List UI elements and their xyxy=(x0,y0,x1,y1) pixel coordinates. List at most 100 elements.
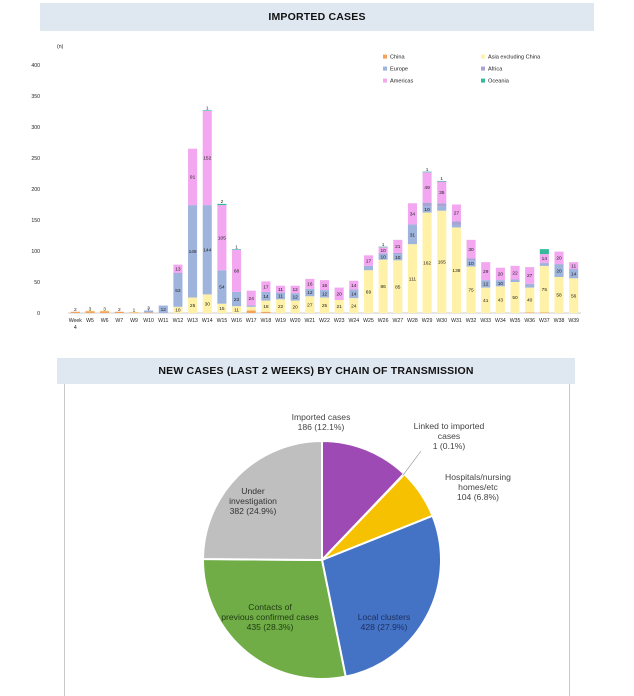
bar-segment xyxy=(100,310,110,312)
bar-segment xyxy=(539,262,549,264)
legend-swatch xyxy=(481,78,485,83)
x-tick-label: W20 xyxy=(290,318,301,324)
data-label: 29 xyxy=(483,269,489,275)
data-label: 14 xyxy=(351,283,357,289)
legend-swatch xyxy=(481,54,485,59)
data-label: 17 xyxy=(366,258,372,264)
bar-segment xyxy=(510,265,520,280)
legend-label: Europe xyxy=(390,67,408,73)
data-label: 10 xyxy=(424,207,430,213)
bar-segment xyxy=(539,312,549,313)
bar-segment xyxy=(246,310,256,313)
bar-segment xyxy=(393,239,403,253)
bar-segment xyxy=(261,311,271,313)
bar-segment xyxy=(451,221,461,225)
bar-segment xyxy=(173,273,183,307)
data-label: 165 xyxy=(438,260,446,266)
bar-segment xyxy=(407,224,417,245)
bar-segment xyxy=(349,298,359,313)
data-label: 54 xyxy=(219,285,225,291)
x-tick-label: W31 xyxy=(451,318,462,324)
data-label: 24 xyxy=(351,303,357,309)
bar-segment xyxy=(510,282,520,313)
bar-segment xyxy=(261,300,271,312)
data-label: 25 xyxy=(190,303,196,309)
bar-segment xyxy=(246,290,256,306)
data-label: 162 xyxy=(423,260,431,266)
data-label: 75 xyxy=(468,287,474,293)
bar-segment xyxy=(275,285,286,293)
x-tick-label: W36 xyxy=(524,318,535,324)
bar-segment xyxy=(275,292,286,300)
x-tick-label: W22 xyxy=(319,318,330,324)
data-label: 12 xyxy=(483,282,489,288)
bar-segment xyxy=(305,288,315,297)
bar-segment xyxy=(85,310,95,312)
bar-segment xyxy=(437,203,447,207)
bar-segment xyxy=(319,280,330,291)
data-label: 27 xyxy=(527,273,533,279)
data-label: 3 xyxy=(89,306,92,312)
legend-label: Oceania xyxy=(488,79,510,85)
bar-chart-title: IMPORTED CASES xyxy=(40,3,594,31)
data-label: 10 xyxy=(468,261,474,267)
data-label: 1 xyxy=(235,244,238,250)
x-tick-label: W11 xyxy=(158,318,168,324)
data-label: 21 xyxy=(395,244,401,250)
bar-segment xyxy=(232,306,242,313)
bar-segment xyxy=(261,281,271,292)
bar-segment xyxy=(539,249,549,255)
data-label: 12 xyxy=(293,287,299,293)
y-tick-label: 400 xyxy=(31,63,40,69)
x-tick-label: W27 xyxy=(392,318,403,324)
bar-segment xyxy=(129,312,139,313)
x-tick-label: W34 xyxy=(495,318,506,324)
bar-segment xyxy=(481,262,491,281)
data-label: 1 xyxy=(426,167,429,173)
bar-segment xyxy=(407,224,417,225)
bar-segment xyxy=(202,205,212,295)
x-tick-label: W21 xyxy=(305,318,316,324)
x-tick-label: W23 xyxy=(334,318,345,324)
bar-segment xyxy=(554,264,564,278)
x-tick-label: W28 xyxy=(407,318,418,324)
x-tick-label: W10 xyxy=(143,318,154,324)
bar-segment xyxy=(144,310,154,313)
bar-segment xyxy=(569,262,579,269)
x-tick-label: W15 xyxy=(217,318,228,324)
bar-segment xyxy=(378,247,388,254)
bar-segment xyxy=(422,202,432,207)
bar-segment xyxy=(70,311,80,313)
x-tick-label: W38 xyxy=(554,318,565,324)
bar-segment xyxy=(481,280,491,288)
x-tick-label: W29 xyxy=(422,318,433,324)
pie-chart-frame xyxy=(64,384,570,696)
data-label: 20 xyxy=(498,272,504,278)
bar-segment xyxy=(334,299,344,313)
data-label: 18 xyxy=(263,304,269,310)
bar-segment xyxy=(378,246,388,248)
bar-segment xyxy=(539,254,549,263)
data-label: 68 xyxy=(234,269,240,275)
data-label: 49 xyxy=(424,185,430,191)
data-label: 85 xyxy=(395,284,401,290)
bar-segment xyxy=(569,278,579,313)
data-label: 13 xyxy=(175,266,181,272)
data-label: 14 xyxy=(571,272,577,278)
y-tick-label: 350 xyxy=(31,94,40,100)
legend-label: Asia excluding China xyxy=(488,55,541,61)
bar-segment xyxy=(437,210,447,313)
bar-segment xyxy=(202,294,212,313)
bar-segment xyxy=(510,279,520,282)
data-label: 12 xyxy=(322,291,328,297)
bar-segment xyxy=(349,289,359,299)
bar-segment xyxy=(525,283,535,288)
x-tick-label: W6 xyxy=(101,318,109,324)
data-label: 20 xyxy=(293,305,299,311)
data-label: 69 xyxy=(366,289,372,295)
data-label: 86 xyxy=(380,284,386,290)
data-label: 16 xyxy=(307,282,313,288)
data-label: 22 xyxy=(278,304,284,310)
data-label: 149 xyxy=(189,249,197,255)
bar-segment xyxy=(363,255,374,266)
